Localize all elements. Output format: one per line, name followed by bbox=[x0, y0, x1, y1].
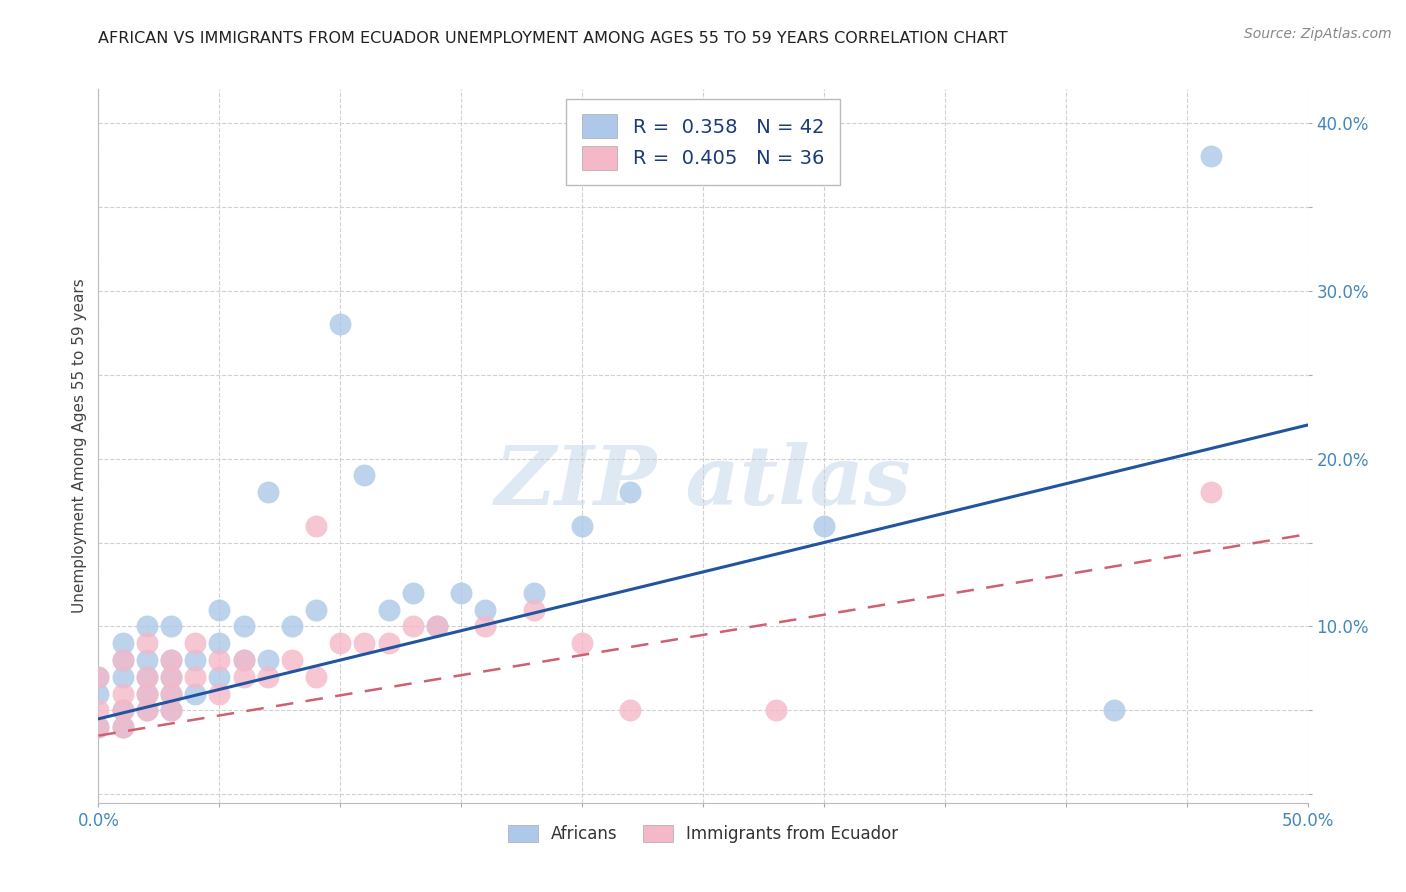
Point bbox=[232, 619, 254, 633]
Point bbox=[208, 670, 231, 684]
Point bbox=[571, 636, 593, 650]
Point bbox=[305, 670, 328, 684]
Point bbox=[523, 586, 546, 600]
Point bbox=[232, 653, 254, 667]
Point bbox=[571, 518, 593, 533]
Point bbox=[111, 653, 134, 667]
Text: AFRICAN VS IMMIGRANTS FROM ECUADOR UNEMPLOYMENT AMONG AGES 55 TO 59 YEARS CORREL: AFRICAN VS IMMIGRANTS FROM ECUADOR UNEMP… bbox=[98, 31, 1008, 46]
Point bbox=[160, 687, 183, 701]
Point bbox=[135, 619, 157, 633]
Point bbox=[135, 687, 157, 701]
Point bbox=[135, 670, 157, 684]
Point bbox=[281, 619, 304, 633]
Point bbox=[474, 619, 496, 633]
Point bbox=[1199, 149, 1222, 163]
Point bbox=[160, 687, 183, 701]
Point bbox=[377, 603, 399, 617]
Y-axis label: Unemployment Among Ages 55 to 59 years: Unemployment Among Ages 55 to 59 years bbox=[72, 278, 87, 614]
Point bbox=[160, 619, 183, 633]
Point bbox=[160, 653, 183, 667]
Point bbox=[184, 670, 207, 684]
Point bbox=[111, 703, 134, 717]
Point bbox=[111, 670, 134, 684]
Point bbox=[256, 653, 278, 667]
Point bbox=[135, 703, 157, 717]
Point bbox=[281, 653, 304, 667]
Point bbox=[208, 603, 231, 617]
Point bbox=[208, 653, 231, 667]
Point bbox=[765, 703, 787, 717]
Point bbox=[160, 670, 183, 684]
Point bbox=[87, 720, 110, 734]
Point bbox=[135, 687, 157, 701]
Point bbox=[619, 703, 641, 717]
Point bbox=[353, 636, 375, 650]
Point bbox=[474, 603, 496, 617]
Point bbox=[619, 485, 641, 500]
Point bbox=[329, 636, 352, 650]
Point bbox=[111, 636, 134, 650]
Point bbox=[184, 636, 207, 650]
Point bbox=[523, 603, 546, 617]
Point bbox=[353, 468, 375, 483]
Point bbox=[1102, 703, 1125, 717]
Point bbox=[450, 586, 472, 600]
Point bbox=[160, 703, 183, 717]
Point bbox=[256, 670, 278, 684]
Point bbox=[377, 636, 399, 650]
Point bbox=[160, 670, 183, 684]
Point bbox=[184, 653, 207, 667]
Point bbox=[111, 720, 134, 734]
Point bbox=[305, 518, 328, 533]
Point bbox=[208, 636, 231, 650]
Point bbox=[232, 653, 254, 667]
Legend: Africans, Immigrants from Ecuador: Africans, Immigrants from Ecuador bbox=[499, 817, 907, 852]
Point bbox=[135, 703, 157, 717]
Text: Source: ZipAtlas.com: Source: ZipAtlas.com bbox=[1244, 27, 1392, 41]
Point bbox=[135, 653, 157, 667]
Point bbox=[111, 703, 134, 717]
Point bbox=[87, 670, 110, 684]
Point bbox=[111, 720, 134, 734]
Point bbox=[87, 687, 110, 701]
Point bbox=[87, 720, 110, 734]
Point bbox=[184, 687, 207, 701]
Point bbox=[402, 586, 425, 600]
Point bbox=[135, 636, 157, 650]
Point bbox=[87, 703, 110, 717]
Point bbox=[329, 318, 352, 332]
Point bbox=[256, 485, 278, 500]
Point bbox=[160, 653, 183, 667]
Point bbox=[426, 619, 449, 633]
Text: ZIP atlas: ZIP atlas bbox=[495, 442, 911, 522]
Point bbox=[87, 670, 110, 684]
Point bbox=[813, 518, 835, 533]
Point bbox=[402, 619, 425, 633]
Point bbox=[1199, 485, 1222, 500]
Point bbox=[111, 653, 134, 667]
Point bbox=[160, 703, 183, 717]
Point bbox=[232, 670, 254, 684]
Point bbox=[208, 687, 231, 701]
Point bbox=[111, 687, 134, 701]
Point bbox=[426, 619, 449, 633]
Point bbox=[305, 603, 328, 617]
Point bbox=[135, 670, 157, 684]
